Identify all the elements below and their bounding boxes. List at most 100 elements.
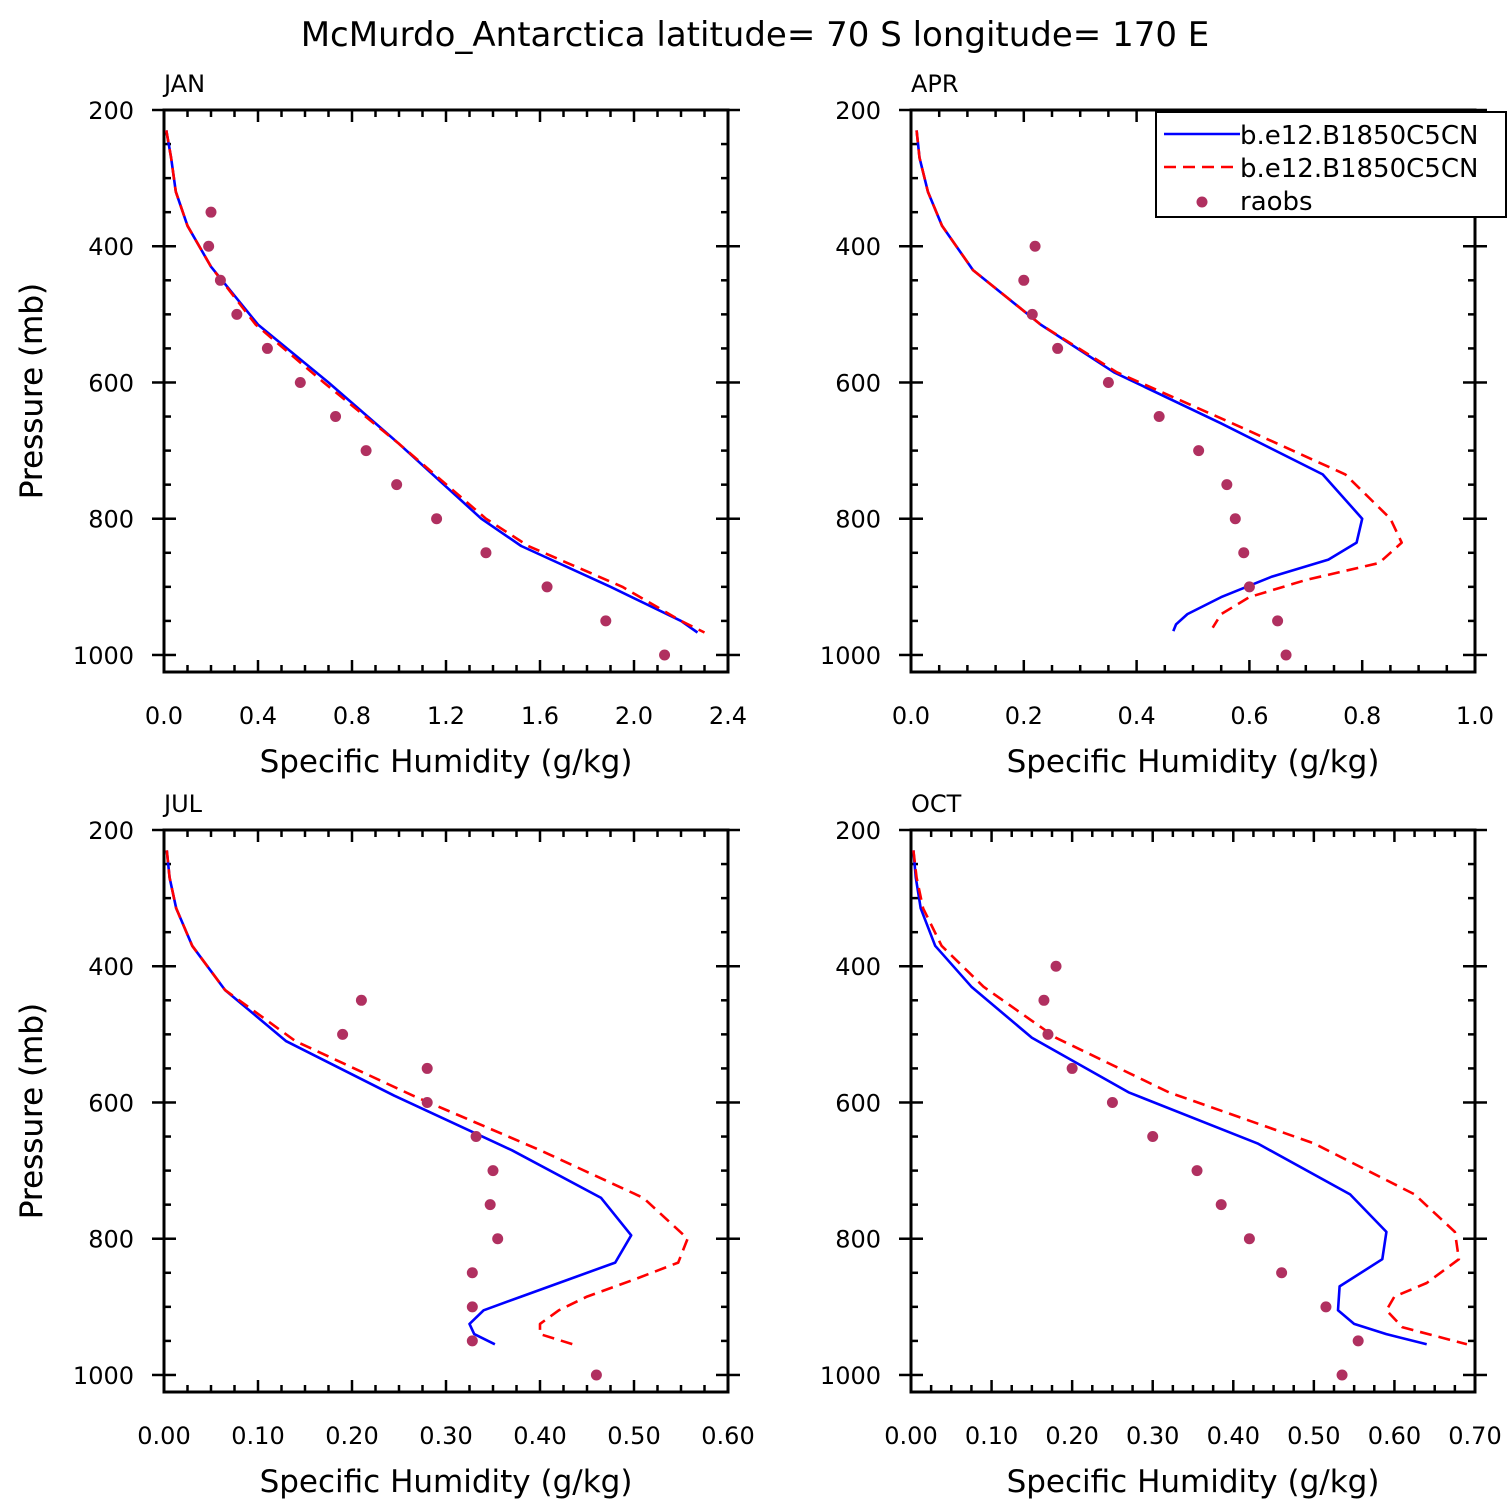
x-axis-title: Specific Humidity (g/kg) (1007, 1464, 1380, 1500)
x-tick-label: 0.0 (145, 702, 183, 730)
raobs-point (1026, 308, 1038, 320)
y-axis-title: Pressure (mb) (14, 1003, 50, 1219)
raobs-point (1102, 376, 1114, 388)
raobs-point (1066, 1062, 1078, 1074)
y-tick-label: 800 (835, 1226, 881, 1254)
x-tick-label: 1.0 (1456, 702, 1494, 730)
series-line-dashed (165, 130, 706, 634)
raobs-point (1038, 994, 1050, 1006)
raobs-point (1106, 1096, 1118, 1108)
x-tick-label: 0.70 (1448, 1422, 1501, 1450)
x-tick-label: 0.60 (1368, 1422, 1421, 1450)
y-tick-label: 200 (88, 817, 134, 845)
raobs-point (294, 376, 306, 388)
panels: 0.0 0.4 0.8 1.2 1.6 2.0 2.4 200 400 600 800 1000 JAN… (14, 70, 1502, 1500)
x-axis-title: Specific Humidity (g/kg) (1007, 744, 1380, 780)
y-tick-label: 600 (88, 1089, 134, 1117)
x-tick-label: 0.0 (892, 702, 930, 730)
legend-marker (1196, 196, 1208, 208)
x-tick-label: 0.8 (1343, 702, 1381, 730)
raobs-point (541, 581, 553, 593)
x-tick-label: 0.10 (231, 1422, 284, 1450)
x-tick-label: 0.60 (701, 1422, 754, 1450)
y-tick-label: 600 (88, 369, 134, 397)
x-tick-label: 0.30 (419, 1422, 472, 1450)
y-tick-label: 1000 (73, 642, 134, 670)
raobs-point (355, 994, 367, 1006)
plot-frame (909, 828, 1477, 1394)
x-tick-label: 0.50 (607, 1422, 660, 1450)
x-tick-label: 0.2 (1005, 702, 1043, 730)
raobs-point (1336, 1369, 1348, 1381)
raobs-point (261, 342, 273, 354)
raobs-point (470, 1131, 482, 1143)
panel-oct: 0.00 0.10 0.20 0.30 0.40 0.50 0.60 0.70 200 400 60… (14, 790, 1502, 1500)
raobs-point (466, 1301, 478, 1313)
x-axis-title: Specific Humidity (g/kg) (260, 1464, 633, 1500)
raobs-point (1243, 581, 1255, 593)
raobs-point (1191, 1165, 1203, 1177)
x-axis-title: Specific Humidity (g/kg) (260, 744, 633, 780)
x-tick-label: 0.40 (1207, 1422, 1260, 1450)
raobs-point (431, 513, 443, 525)
y-tick-label: 400 (88, 233, 134, 261)
legend-box (1155, 111, 1507, 218)
series-line-solid (912, 850, 1428, 1346)
y-axis-title: Pressure (mb) (14, 283, 50, 499)
legend-label: raobs (1240, 187, 1313, 217)
panel-title: APR (911, 70, 959, 98)
series-group (165, 130, 706, 661)
y-tick-label: 1000 (820, 642, 881, 670)
x-tick-label: 0.30 (1126, 1422, 1179, 1450)
series-line-solid (165, 130, 699, 634)
panel-jul: 0.00 0.10 0.20 0.30 0.40 0.50 0.60 200 400 600 800… (14, 790, 755, 1500)
raobs-point (466, 1267, 478, 1279)
y-tick-label: 200 (835, 97, 881, 125)
raobs-point (1276, 1267, 1288, 1279)
series-group (915, 130, 1403, 661)
raobs-point (205, 206, 217, 218)
raobs-point (466, 1335, 478, 1347)
raobs-point (590, 1369, 602, 1381)
y-tick-label: 800 (88, 1226, 134, 1254)
y-tick-label: 800 (835, 506, 881, 534)
raobs-point (330, 411, 342, 423)
y-tick-label: 600 (835, 1089, 881, 1117)
raobs-point (1052, 342, 1064, 354)
x-tick-label: 1.6 (521, 702, 559, 730)
x-tick-label: 1.2 (427, 702, 465, 730)
raobs-point (484, 1199, 496, 1211)
y-tick-label: 200 (835, 817, 881, 845)
raobs-point (214, 274, 226, 286)
y-tick-label: 200 (88, 97, 134, 125)
y-tick-label: 400 (835, 233, 881, 261)
x-tick-label: 0.20 (325, 1422, 378, 1450)
raobs-point (1018, 274, 1030, 286)
raobs-point (1215, 1199, 1227, 1211)
raobs-point (360, 445, 372, 457)
raobs-point (659, 649, 671, 661)
raobs-point (1050, 960, 1062, 972)
raobs-point (1280, 649, 1292, 661)
raobs-point (1221, 479, 1233, 491)
series-line-dashed (912, 850, 1468, 1346)
raobs-point (1320, 1301, 1332, 1313)
raobs-point (1042, 1028, 1054, 1040)
x-tick-label: 0.4 (1118, 702, 1156, 730)
raobs-point (1193, 445, 1205, 457)
raobs-point (1153, 411, 1165, 423)
y-axis-title: Pressure (mb) (14, 1003, 50, 1219)
raobs-point (1352, 1335, 1364, 1347)
x-tick-label: 2.4 (709, 702, 747, 730)
raobs-point (492, 1233, 504, 1245)
x-tick-label: 0.4 (239, 702, 277, 730)
series-group (912, 850, 1468, 1381)
y-tick-label: 1000 (73, 1362, 134, 1390)
plot-frame (162, 108, 730, 674)
x-tick-label: 2.0 (615, 702, 653, 730)
legend-label: b.e12.B1850C5CN (1240, 154, 1478, 184)
x-tick-label: 0.40 (513, 1422, 566, 1450)
x-tick-label: 0.00 (884, 1422, 937, 1450)
